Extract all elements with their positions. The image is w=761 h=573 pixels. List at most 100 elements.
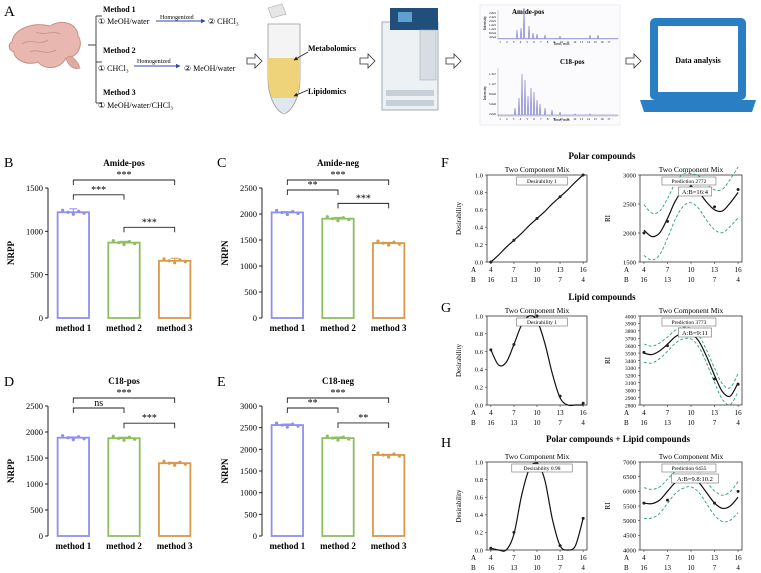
- y-tick-label: 2500: [240, 423, 257, 433]
- x-tick-label: method 3: [157, 541, 193, 551]
- annotation-text: Prediction 6455: [671, 466, 706, 472]
- x-tick-label: method 1: [269, 323, 305, 333]
- replicate-point: [381, 453, 385, 457]
- significance-bracket: [286, 189, 339, 195]
- chrom-top-xtick: 4: [520, 40, 522, 44]
- chrom-top-trace: [497, 7, 619, 39]
- y-tick-label: 0: [39, 313, 43, 323]
- x-tick-label-b: 16: [640, 276, 648, 284]
- row-label-b: B: [471, 419, 476, 427]
- y-tick-label: 0.0: [475, 259, 483, 266]
- annotation-box-2: [671, 473, 719, 484]
- significance-bracket: [72, 397, 176, 403]
- replicate-point: [111, 434, 115, 438]
- y-tick-label: 3900: [625, 322, 636, 328]
- replicate-point: [296, 211, 300, 216]
- annotation-box-2: [678, 186, 712, 197]
- annotation-text: Desirability 1: [527, 320, 557, 326]
- annotation-text: Desirability 0.98: [524, 466, 561, 472]
- significance-label: **: [308, 398, 318, 409]
- y-tick-label: 3000: [240, 401, 257, 411]
- chrom-top-xtick: 1: [499, 40, 501, 44]
- x-tick-label-b: 13: [664, 564, 672, 572]
- chrom-bottom-xtick: 3: [513, 117, 515, 121]
- x-tick-label-b: 7: [713, 276, 717, 284]
- x-tick-label: method 2: [106, 323, 142, 333]
- bar: [321, 437, 355, 537]
- x-tick-label-a: 7: [666, 266, 670, 274]
- annotation-text-2: A:B=16:4: [682, 189, 709, 196]
- x-tick-label: method 1: [269, 541, 305, 551]
- replicate-point: [341, 435, 345, 439]
- significance-label: **: [358, 413, 368, 424]
- y-tick-label: 0.4: [475, 512, 484, 519]
- chrom-bottom-ytick: 2.0e6: [489, 112, 496, 116]
- x-tick-label-a: 7: [666, 554, 670, 562]
- chart-title: Two Component Mix: [505, 452, 570, 461]
- x-tick-label-b: 10: [688, 276, 696, 284]
- x-tick-label-a: 10: [688, 409, 696, 417]
- row-label-a: A: [624, 266, 629, 274]
- x-tick-label-a: 7: [512, 409, 516, 417]
- y-axis-label: NRPN: [220, 240, 230, 265]
- replicate-point: [61, 434, 65, 438]
- replicate-point: [336, 219, 340, 223]
- y-tick-label: 0.8: [475, 477, 483, 484]
- x-tick-label-b: 13: [510, 564, 518, 572]
- y-tick-label: 1000: [240, 488, 257, 498]
- y-tick-label: 5500: [623, 503, 636, 510]
- bar: [56, 436, 90, 537]
- y-tick-label: 3000: [625, 388, 636, 394]
- chrom-top-xtick: 15: [594, 40, 598, 44]
- y-tick-label: 0.8: [475, 331, 483, 338]
- replicate-point: [77, 435, 81, 439]
- significance-label: ***: [142, 217, 157, 228]
- x-tick-label-a: 13: [557, 409, 565, 417]
- replicate-point: [111, 239, 115, 243]
- y-tick-label: 3200: [625, 374, 636, 380]
- annotation-box: [661, 317, 717, 327]
- x-tick-label-b: 7: [713, 419, 717, 427]
- panel-letter-e: E: [217, 375, 226, 390]
- x-tick-label-b: 7: [713, 564, 717, 572]
- data-point: [489, 546, 493, 550]
- method-2-step1: ① CHCl₃: [98, 64, 129, 73]
- chrom-bottom-xtick: 16: [600, 117, 604, 121]
- x-tick-label-b: 7: [558, 276, 562, 284]
- x-tick-label-b: 4: [581, 564, 585, 572]
- significance-label: ***: [331, 388, 346, 399]
- y-tick-label: 5000: [623, 518, 636, 525]
- x-tick-label-b: 10: [688, 419, 696, 427]
- x-tick-label-b: 13: [664, 419, 672, 427]
- replicate-point: [392, 240, 396, 244]
- annotation-text: Prediction 3773: [671, 320, 706, 326]
- significance-bracket: [286, 179, 390, 185]
- chart-title: Amide-pos: [103, 158, 145, 168]
- chart-title: Two Component Mix: [659, 306, 724, 315]
- chrom-top-xtick: 6: [533, 40, 535, 44]
- series-line: [490, 315, 584, 407]
- plot-frame: [486, 461, 588, 551]
- replicate-point: [387, 243, 391, 247]
- data-point: [512, 530, 516, 534]
- y-tick-label: 3100: [625, 381, 636, 387]
- data-point: [642, 501, 646, 505]
- x-tick-label-b: 4: [581, 276, 585, 284]
- chart-title: Amide-neg: [317, 158, 359, 168]
- x-tick-label: method 1: [55, 541, 91, 551]
- x-tick-label-b: 16: [640, 419, 648, 427]
- replicate-point: [178, 258, 182, 262]
- y-tick-label: 2800: [625, 403, 636, 409]
- x-tick-label-a: 4: [642, 554, 646, 562]
- annotation-text: Desirability 1: [527, 179, 557, 185]
- y-tick-label: 2000: [623, 230, 636, 237]
- annotation-box: [511, 463, 573, 473]
- chrom-top-ytick: 2.4e5: [489, 15, 496, 19]
- series-line: [643, 332, 739, 398]
- bar: [158, 462, 192, 537]
- x-tick-label-a: 4: [489, 409, 493, 417]
- replicate-point: [82, 211, 86, 215]
- data-point: [535, 314, 539, 318]
- annotation-text: Prediction 2772: [671, 179, 706, 185]
